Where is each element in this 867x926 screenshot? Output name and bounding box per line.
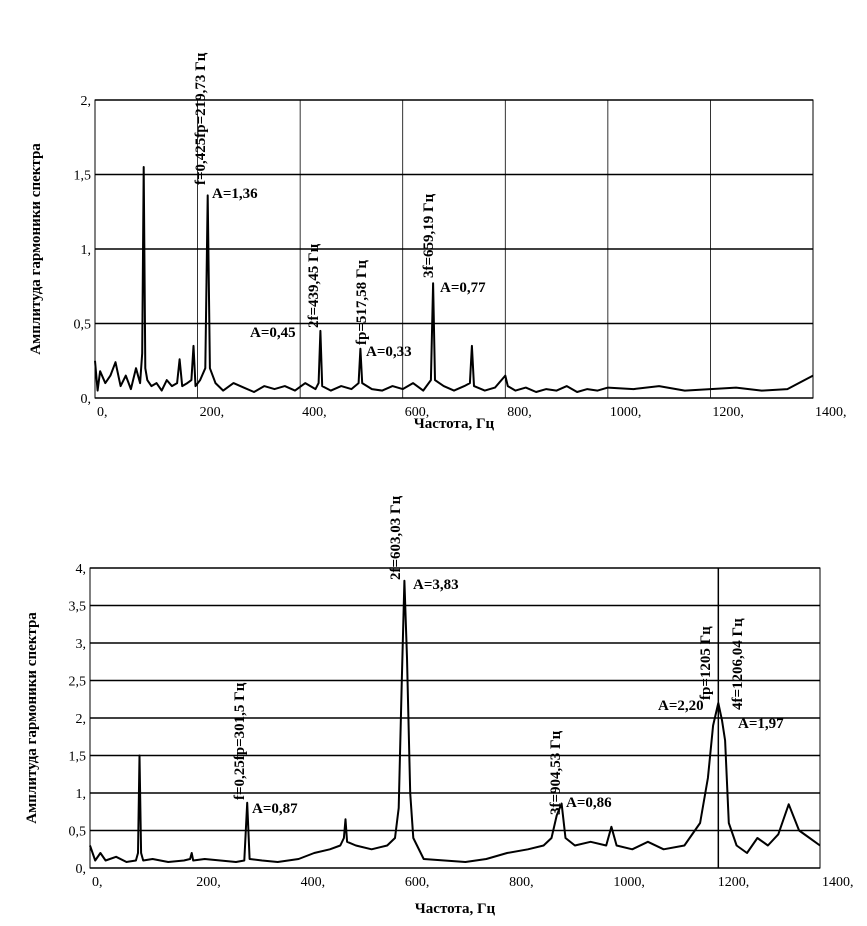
x-tick-label: 1000, bbox=[610, 405, 642, 420]
annotation: A=0,87 bbox=[252, 801, 298, 817]
annotation: f=0,25fр=301,5 Гц bbox=[232, 682, 248, 800]
y-axis-title: Амплитуда гармоники спектра bbox=[28, 143, 44, 355]
x-tick-label: 1000, bbox=[613, 875, 645, 890]
y-tick-label: 1, bbox=[81, 243, 92, 258]
y-tick-label: 2,5 bbox=[69, 675, 87, 690]
x-tick-label: 600, bbox=[405, 405, 430, 420]
x-tick-label: 1200, bbox=[718, 875, 750, 890]
y-tick-label: 1,5 bbox=[74, 169, 92, 184]
annotation: A=1,97 bbox=[738, 716, 784, 732]
y-tick-label: 4, bbox=[76, 562, 87, 577]
annotation: A=2,20 bbox=[658, 698, 704, 714]
x-tick-label: 800, bbox=[509, 875, 533, 890]
y-axis-title: Амплитуда гармоники спектра bbox=[24, 612, 40, 824]
annotation: A=3,83 bbox=[413, 577, 459, 593]
y-tick-label: 3,5 bbox=[69, 600, 87, 615]
x-tick-label: 600, bbox=[405, 875, 430, 890]
x-tick-label: 400, bbox=[302, 405, 327, 420]
y-tick-label: 2, bbox=[81, 94, 92, 109]
x-axis-title: Частота, Гц bbox=[414, 416, 495, 432]
annotation: 4f=1206,04 Гц bbox=[730, 618, 746, 710]
annotation: A=0,77 bbox=[440, 280, 486, 296]
x-tick-label: 800, bbox=[507, 405, 532, 420]
y-tick-label: 0, bbox=[76, 862, 87, 877]
annotation: 3f=659,19 Гц bbox=[421, 193, 437, 278]
y-tick-label: 0,5 bbox=[69, 825, 87, 840]
x-tick-label: 1200, bbox=[712, 405, 744, 420]
x-axis-title: Частота, Гц bbox=[415, 901, 496, 917]
annotation: fр=517,58 Гц bbox=[354, 260, 370, 345]
annotation: f=0,425fр=219,73 Гц bbox=[193, 52, 209, 185]
x-tick-label: 1400, bbox=[815, 405, 847, 420]
x-tick-label: 1400, bbox=[822, 875, 854, 890]
x-tick-label: 0, bbox=[97, 405, 108, 420]
spectrum-line bbox=[89, 579, 821, 863]
y-tick-label: 0,5 bbox=[74, 318, 92, 333]
annotation: A=0,86 bbox=[566, 795, 612, 811]
annotation: A=0,33 bbox=[366, 344, 412, 360]
y-tick-label: 3, bbox=[76, 637, 87, 652]
annotation: fр=1205 Гц bbox=[698, 626, 714, 700]
x-tick-label: 0, bbox=[92, 875, 103, 890]
annotation: 2f=603,03 Гц bbox=[388, 495, 404, 580]
annotation: 2f=439,45 Гц bbox=[306, 243, 322, 328]
spectrum-line bbox=[94, 166, 814, 393]
y-tick-label: 0, bbox=[81, 392, 92, 407]
annotation: A=0,45 bbox=[250, 325, 296, 341]
x-tick-label: 400, bbox=[301, 875, 326, 890]
x-tick-label: 200, bbox=[200, 405, 225, 420]
y-tick-label: 1, bbox=[76, 787, 87, 802]
y-tick-label: 1,5 bbox=[69, 750, 87, 765]
annotation: A=1,36 bbox=[212, 186, 258, 202]
y-tick-label: 2, bbox=[76, 712, 87, 727]
annotation: 3f=904,53 Гц bbox=[548, 730, 564, 815]
x-tick-label: 200, bbox=[196, 875, 221, 890]
